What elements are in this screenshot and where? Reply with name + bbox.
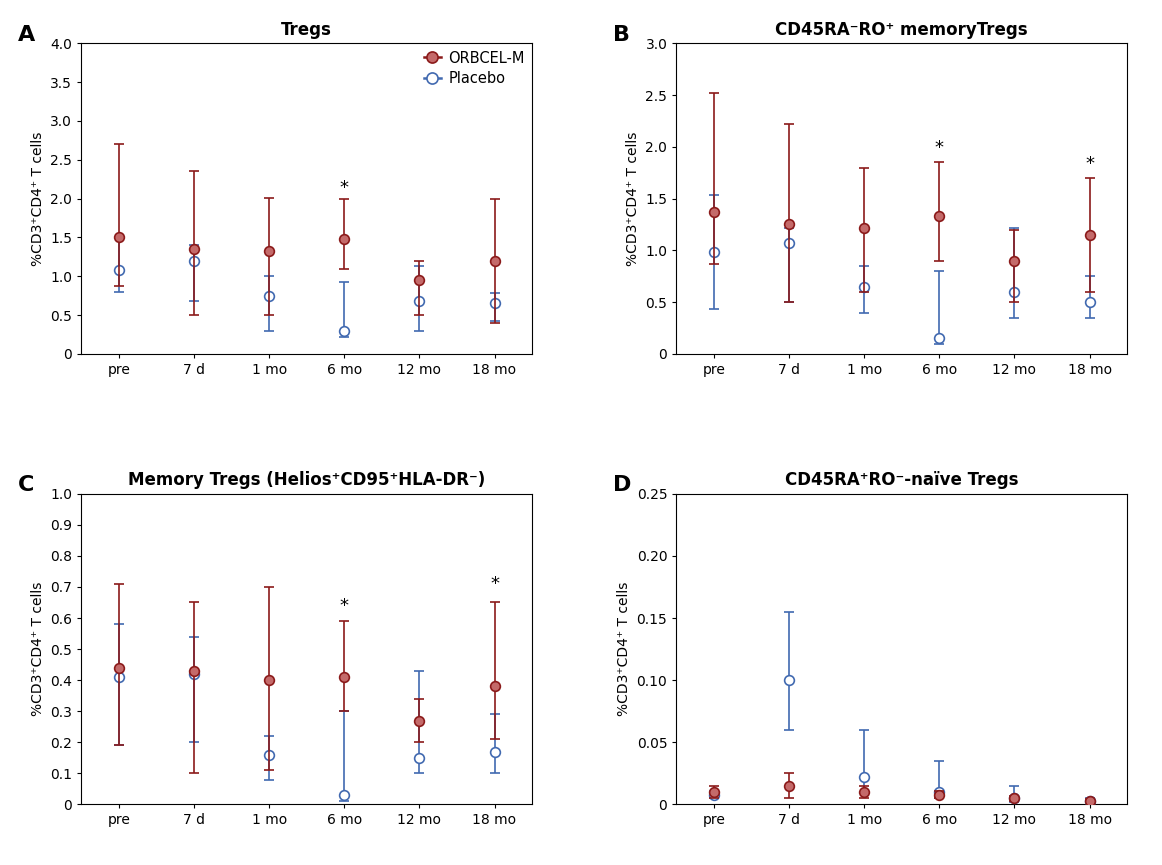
Y-axis label: %CD3⁺CD4⁺ T cells: %CD3⁺CD4⁺ T cells xyxy=(30,131,45,266)
Y-axis label: %CD3⁺CD4⁺ T cells: %CD3⁺CD4⁺ T cells xyxy=(626,131,640,266)
Text: *: * xyxy=(934,139,944,157)
Title: Tregs: Tregs xyxy=(281,21,332,39)
Text: *: * xyxy=(339,179,349,197)
Text: *: * xyxy=(490,575,498,593)
Title: Memory Tregs (Helios⁺CD95⁺HLA-DR⁻): Memory Tregs (Helios⁺CD95⁺HLA-DR⁻) xyxy=(128,471,486,490)
Text: *: * xyxy=(339,597,349,615)
Text: C: C xyxy=(19,475,35,495)
Title: CD45RA⁺RO⁻-naïve Tregs: CD45RA⁺RO⁻-naïve Tregs xyxy=(786,471,1019,490)
Y-axis label: %CD3⁺CD4⁺ T cells: %CD3⁺CD4⁺ T cells xyxy=(30,582,45,716)
Title: CD45RA⁻RO⁺ memoryTregs: CD45RA⁻RO⁺ memoryTregs xyxy=(775,21,1028,39)
Text: D: D xyxy=(614,475,632,495)
Text: A: A xyxy=(19,24,36,45)
Text: B: B xyxy=(614,24,630,45)
Text: *: * xyxy=(1085,155,1095,173)
Legend: ORBCEL-M, Placebo: ORBCEL-M, Placebo xyxy=(424,50,525,86)
Y-axis label: %CD3⁺CD4⁺ T cells: %CD3⁺CD4⁺ T cells xyxy=(617,582,631,716)
